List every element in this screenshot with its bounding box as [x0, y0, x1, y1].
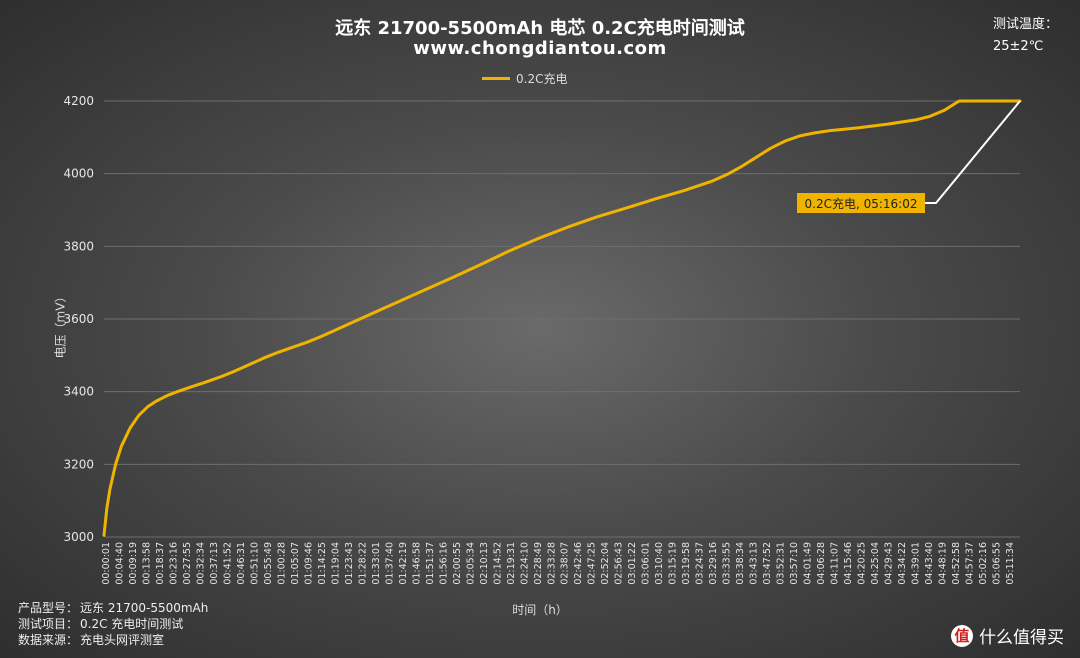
- annotation-leader: [924, 100, 1021, 204]
- x-tick-label: 00:23:16: [168, 542, 179, 585]
- chart-subtitle: www.chongdiantou.com: [413, 38, 667, 59]
- x-tick-label: 00:41:52: [222, 542, 233, 585]
- x-tick-label: 02:19:31: [506, 542, 517, 585]
- x-tick-label: 00:55:49: [263, 542, 274, 585]
- x-tick-label: 02:52:04: [600, 542, 611, 585]
- x-tick-label: 04:34:22: [897, 542, 908, 585]
- x-tick-label: 02:14:52: [492, 542, 503, 585]
- legend-label: 0.2C充电: [516, 72, 568, 86]
- x-tick-label: 03:43:13: [749, 542, 760, 585]
- x-tick-label: 01:28:22: [357, 542, 368, 585]
- x-tick-label: 03:38:34: [735, 542, 746, 585]
- footer-test: 测试项目： 0.2C 充电时间测试: [18, 617, 184, 631]
- x-tick-label: 01:33:01: [371, 542, 382, 585]
- y-tick-label: 3600: [63, 312, 94, 326]
- x-tick-label: 02:28:49: [533, 542, 544, 585]
- chart-footer: 产品型号： 远东 21700-5500mAh 测试项目： 0.2C 充电时间测试 数…: [18, 600, 208, 648]
- x-tick-label: 04:52:58: [951, 542, 962, 585]
- x-tick-label: 02:38:07: [560, 542, 571, 585]
- x-tick-label: 03:52:31: [776, 542, 787, 585]
- x-tick-label: 00:09:19: [128, 542, 139, 585]
- x-tick-label: 01:23:43: [344, 542, 355, 585]
- logo-badge-icon: 值: [951, 624, 973, 647]
- x-tick-label: 01:00:28: [276, 542, 287, 585]
- x-tick-label: 00:32:34: [195, 542, 206, 585]
- chart-title: 远东 21700-5500mAh 电芯 0.2C充电时间测试: [335, 18, 745, 39]
- footer-product: 产品型号： 远东 21700-5500mAh: [18, 601, 209, 615]
- x-tick-label: 02:05:34: [465, 542, 476, 585]
- x-tick-label: 02:00:55: [452, 542, 463, 585]
- x-tick-label: 02:42:46: [573, 542, 584, 585]
- legend-swatch: [482, 77, 510, 80]
- x-tick-label: 03:33:55: [722, 542, 733, 585]
- y-tick-label: 3200: [63, 457, 94, 471]
- x-tick-label: 01:56:16: [438, 542, 449, 585]
- series-line: [102, 99, 1022, 537]
- x-tick-label: 04:39:01: [911, 542, 922, 585]
- temperature-info: 测试温度： 25±2℃: [993, 14, 1058, 58]
- x-tick-label: 01:42:19: [398, 542, 409, 585]
- y-axis-title: 电压（mV）: [53, 290, 68, 359]
- x-tick-label: 04:20:25: [857, 542, 868, 585]
- footer-source: 数据来源： 充电头网评测室: [18, 633, 165, 647]
- x-tick-label: 01:46:58: [411, 542, 422, 585]
- y-tick-label: 3400: [63, 385, 94, 399]
- x-tick-label: 03:24:37: [695, 542, 706, 585]
- annotation-label: 0.2C充电, 05:16:02: [805, 196, 918, 211]
- x-tick-label: 00:04:40: [114, 542, 125, 585]
- x-tick-label: 03:57:10: [789, 542, 800, 585]
- x-tick-label: 04:48:19: [938, 542, 949, 585]
- x-tick-label: 00:51:10: [249, 542, 260, 585]
- x-tick-label: 00:13:58: [141, 542, 152, 585]
- annotation-box: [797, 193, 925, 213]
- temperature-label: 测试温度：: [992, 17, 1058, 32]
- x-tick-label: 01:05:07: [290, 542, 301, 585]
- x-tick-label: 02:24:10: [519, 542, 530, 585]
- x-tick-label: 02:33:28: [546, 542, 557, 585]
- y-tick-label: 4000: [63, 167, 94, 181]
- x-tick-label: 03:19:58: [681, 542, 692, 585]
- x-tick-label: 00:37:13: [209, 542, 220, 585]
- x-tick-label: 03:47:52: [762, 542, 773, 585]
- x-tick-label: 05:06:55: [992, 542, 1003, 585]
- x-tick-label: 01:19:04: [330, 542, 341, 585]
- x-tick-label: 00:18:37: [155, 542, 166, 585]
- x-tick-label: 00:46:31: [236, 542, 247, 585]
- x-tick-label: 02:10:13: [479, 542, 490, 585]
- x-tick-label: 04:25:04: [870, 542, 881, 585]
- y-tick-label: 3800: [63, 239, 94, 253]
- x-tick-label: 03:06:01: [641, 542, 652, 585]
- x-tick-label: 03:15:19: [668, 542, 679, 585]
- x-tick-label: 04:57:37: [965, 542, 976, 585]
- x-tick-label: 04:11:07: [830, 542, 841, 585]
- site-logo[interactable]: 值 什么值得买: [951, 623, 1064, 648]
- x-tick-label: 03:10:40: [654, 542, 665, 585]
- logo-text: 什么值得买: [979, 628, 1064, 648]
- x-tick-label: 01:14:25: [317, 542, 328, 585]
- x-axis-title: 时间（h）: [512, 603, 568, 617]
- x-tick-label: 01:51:37: [425, 542, 436, 585]
- x-tick-label: 01:09:46: [303, 542, 314, 585]
- x-tick-label: 04:43:40: [924, 542, 935, 585]
- x-tick-label: 00:00:01: [101, 542, 112, 585]
- x-tick-label: 02:47:25: [587, 542, 598, 585]
- x-tick-label: 05:02:16: [978, 542, 989, 585]
- x-tick-label: 04:06:28: [816, 542, 827, 585]
- temperature-value: 25±2℃: [992, 39, 1044, 54]
- x-tick-label: 01:37:40: [384, 542, 395, 585]
- chart-legend[interactable]: 0.2C充电: [482, 70, 567, 87]
- x-tick-label: 03:29:16: [708, 542, 719, 585]
- x-tick-label: 00:27:55: [182, 542, 193, 585]
- y-tick-label: 4200: [63, 94, 94, 108]
- x-tick-label: 04:29:43: [884, 542, 895, 585]
- x-tick-label: 04:15:46: [843, 542, 854, 585]
- x-tick-label: 03:01:22: [627, 542, 638, 585]
- x-tick-label: 02:56:43: [614, 542, 625, 585]
- y-tick-label: 3000: [63, 530, 94, 544]
- x-tick-label: 04:01:49: [803, 542, 814, 585]
- x-tick-label: 05:11:34: [1005, 542, 1016, 585]
